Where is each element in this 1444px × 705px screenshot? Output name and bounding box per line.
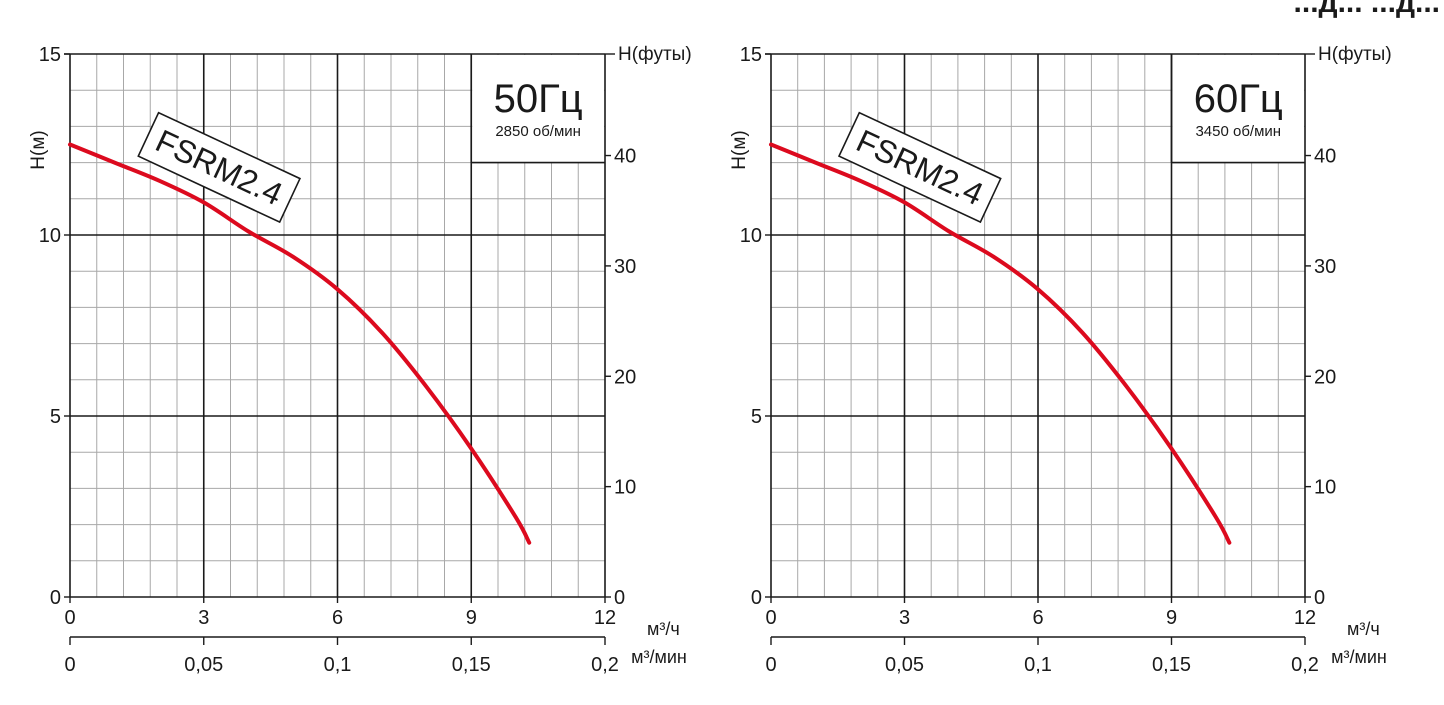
x-tick-label: 12 [594,607,616,629]
curve-label-box: FSRM2.4 [137,111,302,224]
x-unit-primary: м³/ч [647,619,680,639]
y-tick-label-left: 5 [50,406,61,428]
y-tick-label-right: 40 [1314,146,1336,168]
x-tick-label-secondary: 0,1 [1024,654,1052,676]
y-axis-label-right: H(футы) [1318,44,1392,65]
curve-label-frame [837,111,1002,224]
y-tick-label-left: 0 [751,587,762,609]
series-line-1 [769,142,1232,545]
x-tick-label-secondary: 0,15 [452,654,491,676]
x-tick-label-secondary: 0,2 [591,654,619,676]
x-tick-label-secondary: 0,05 [885,654,924,676]
x-tick-label: 0 [64,607,75,629]
frequency-label: 60Гц [1194,77,1283,121]
y-tick-label-right: 10 [1314,477,1336,499]
frequency-box [1172,55,1304,163]
x-tick-label-secondary: 0,1 [324,654,352,676]
x-tick-label: 9 [466,607,477,629]
y-tick-label-right: 30 [614,256,636,278]
x-tick-label: 9 [1166,607,1177,629]
x-tick-label: 3 [899,607,910,629]
y-tick-label-right: 30 [1314,256,1336,278]
y-tick-label-left: 15 [740,44,762,66]
y-tick-label-left: 15 [39,44,61,66]
y-tick-label-left: 5 [751,406,762,428]
frequency-box [472,55,604,163]
x-tick-label: 3 [198,607,209,629]
y-tick-label-left: 10 [740,225,762,247]
y-axis-label-left: H(м) [729,130,750,169]
y-tick-label-left: 10 [39,225,61,247]
y-tick-label-right: 40 [614,146,636,168]
y-axis-label-left: H(м) [28,130,49,169]
x-unit-secondary: м³/мин [631,647,687,667]
y-tick-label-right: 20 [1314,366,1336,388]
x-unit-secondary: м³/мин [1331,647,1387,667]
x-tick-label: 0 [765,607,776,629]
x-tick-label-secondary: 0 [64,654,75,676]
y-tick-label-right: 20 [614,366,636,388]
x-tick-label-secondary: 0,05 [184,654,223,676]
x-unit-primary: м³/ч [1347,619,1380,639]
series-line-1 [68,142,532,545]
curve-label-frame [137,111,302,224]
x-tick-label: 12 [1294,607,1316,629]
y-tick-label-right: 0 [1314,587,1325,609]
header-fragment: ...д... ...д... [1294,0,1440,19]
x-tick-label: 6 [1032,607,1043,629]
grid [70,54,605,597]
y-axis-label-right: H(футы) [618,44,692,65]
x-tick-label: 6 [332,607,343,629]
x-tick-label-secondary: 0,2 [1291,654,1319,676]
x-tick-label-secondary: 0 [765,654,776,676]
curve-label-box: FSRM2.4 [837,111,1002,224]
x-tick-label-secondary: 0,15 [1152,654,1191,676]
y-tick-label-right: 0 [614,587,625,609]
speed-label: 3450 об/мин [1195,123,1281,140]
speed-label: 2850 об/мин [495,123,581,140]
y-tick-label-left: 0 [50,587,61,609]
y-tick-label-right: 10 [614,477,636,499]
frequency-label: 50Гц [494,77,583,121]
